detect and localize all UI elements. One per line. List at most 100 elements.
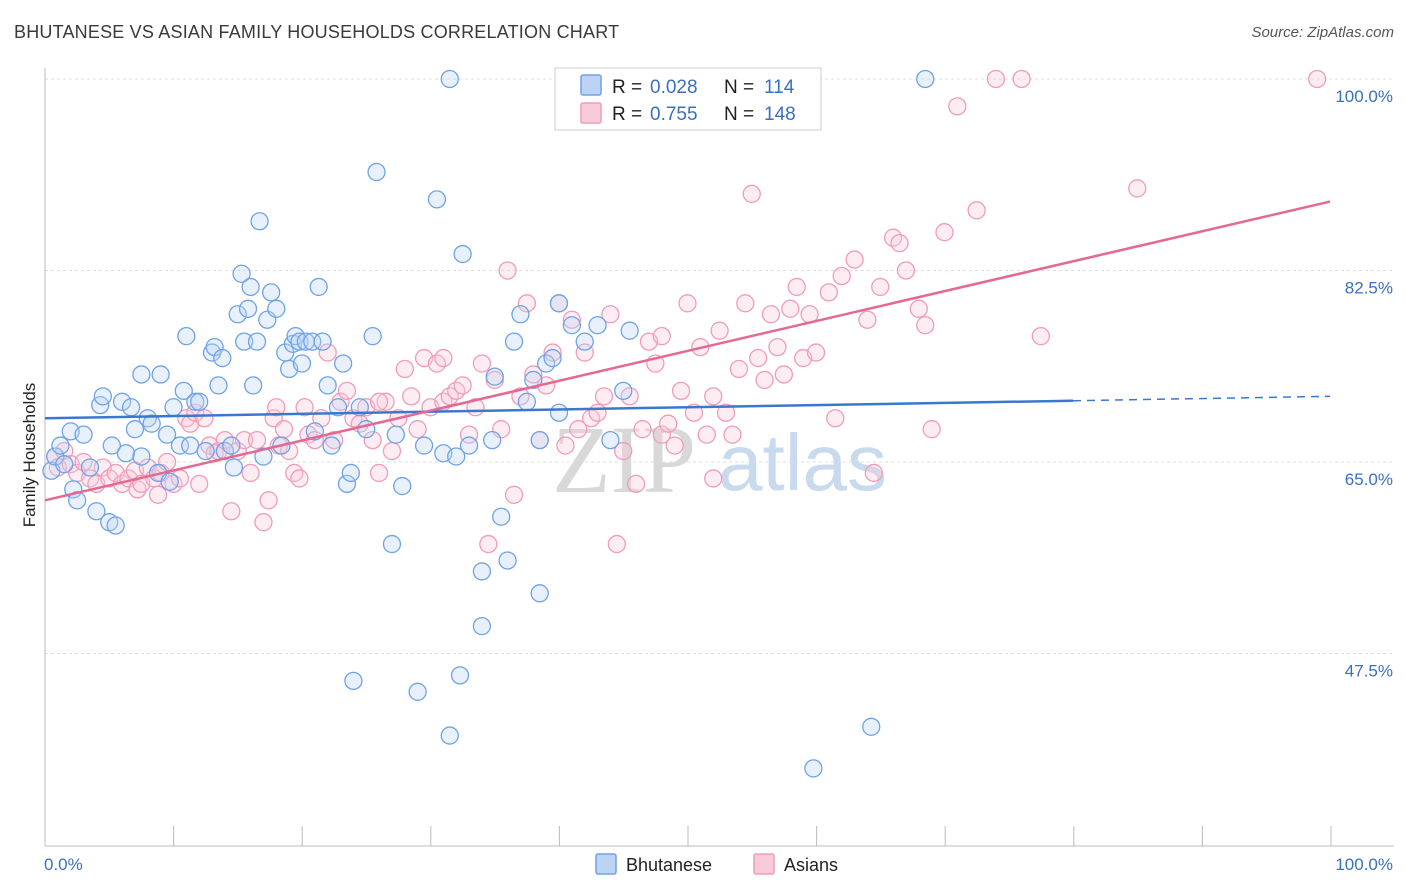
bottom-legend-swatch-asians[interactable] <box>753 853 775 875</box>
asians-point-130 <box>858 310 877 329</box>
bhutanese-point-8 <box>80 458 100 477</box>
bhutanese-point-81 <box>414 436 434 455</box>
bhutanese-point-67 <box>322 436 341 455</box>
asians-point-109 <box>704 469 723 488</box>
bhutanese-point-79 <box>393 476 412 496</box>
asians-point-70 <box>453 376 472 395</box>
asians-point-58 <box>376 392 395 411</box>
asians-point-38 <box>259 491 278 510</box>
asians-point-74 <box>479 534 498 554</box>
asians-point-135 <box>909 299 928 318</box>
bhutanese-point-38 <box>213 348 232 368</box>
bhutanese-point-65 <box>313 332 332 351</box>
legend-n-value-asians: 148 <box>764 104 796 125</box>
bhutanese-point-26 <box>160 472 179 491</box>
asians-point-32 <box>222 502 241 521</box>
bhutanese-point-17 <box>121 398 141 417</box>
bhutanese-point-104 <box>549 403 569 422</box>
asians-point-59 <box>382 441 402 461</box>
bhutanese-point-100 <box>530 584 549 603</box>
bhutanese-point-16 <box>116 444 136 463</box>
bhutanese-point-90 <box>472 616 492 636</box>
asians-point-26 <box>190 474 209 494</box>
bhutanese-point-103 <box>543 348 562 368</box>
asians-point-84 <box>543 343 562 362</box>
bhutanese-point-7 <box>74 425 93 444</box>
bhutanese-point-19 <box>132 447 151 466</box>
bhutanese-point-42 <box>228 305 247 324</box>
bhutanese-point-94 <box>492 507 511 526</box>
asians-point-147 <box>369 392 389 411</box>
asians-point-115 <box>742 184 761 204</box>
legend-r-value-bhutanese: 0.028 <box>650 77 698 98</box>
bhutanese-point-84 <box>440 726 459 745</box>
bhutanese-point-95 <box>498 551 517 570</box>
gridlines <box>45 78 1394 654</box>
bottom-legend-swatch-bhutanese[interactable] <box>595 853 617 875</box>
bhutanese-point-72 <box>344 671 363 691</box>
bhutanese-point-88 <box>453 244 472 264</box>
bhutanese-point-15 <box>112 392 132 411</box>
series-bhutanese <box>42 69 935 778</box>
bottom-legend-label-bhutanese[interactable]: Bhutanese <box>626 855 712 875</box>
asians-point-148 <box>267 398 286 417</box>
bhutanese-point-75 <box>363 327 382 346</box>
asians-point-101 <box>652 425 671 444</box>
asians-point-142 <box>1012 69 1031 89</box>
bhutanese-point-101 <box>530 430 549 450</box>
bottom-legend-label-asians[interactable]: Asians <box>784 855 838 875</box>
asians-point-36 <box>247 430 267 450</box>
legend-r-label-1: R = <box>612 77 642 98</box>
bhutanese-point-59 <box>290 332 309 351</box>
asians-point-143 <box>1128 179 1147 198</box>
asians-point-92 <box>594 387 614 406</box>
asians-point-140 <box>967 201 986 220</box>
x-axis-ticks <box>173 826 1332 846</box>
y-tick-label-2: 65.0% <box>1345 470 1393 489</box>
asians-point-73 <box>472 354 492 373</box>
asians-point-108 <box>697 425 716 444</box>
asians-point-118 <box>761 305 781 324</box>
y-tick-label-3: 47.5% <box>1345 662 1393 681</box>
bhutanese-point-45 <box>238 299 258 318</box>
asians-point-126 <box>819 283 838 302</box>
legend-r-value-asians: 0.755 <box>650 104 698 125</box>
asians-point-145 <box>1031 327 1051 346</box>
bhutanese-point-41 <box>224 458 244 477</box>
y-tick-label-1: 82.5% <box>1345 279 1393 298</box>
bhutanese-point-69 <box>333 354 353 373</box>
bhutanese-point-27 <box>164 398 183 417</box>
bhutanese-point-109 <box>601 430 620 450</box>
asians-point-49 <box>318 343 337 362</box>
asians-point-132 <box>871 277 890 297</box>
bhutanese-point-11 <box>93 387 112 406</box>
bhutanese-point-99 <box>524 370 543 390</box>
asians-point-125 <box>806 343 826 362</box>
bhutanese-point-34 <box>196 441 215 461</box>
bhutanese-point-64 <box>309 277 328 297</box>
asians-point-62 <box>402 387 421 406</box>
asians-point-37 <box>254 513 273 532</box>
bhutanese-point-76 <box>367 162 386 182</box>
legend-swatch-bhutanese <box>580 74 602 96</box>
trend-line-bhutanese <box>44 399 1074 420</box>
asians-point-27 <box>195 409 214 428</box>
asians-point-88 <box>569 420 588 439</box>
bhutanese-point-108 <box>588 316 607 335</box>
bhutanese-point-43 <box>232 264 251 283</box>
asians-point-78 <box>504 485 524 504</box>
bhutanese-point-37 <box>209 376 228 395</box>
asians-point-122 <box>787 277 806 297</box>
bhutanese-point-91 <box>472 562 492 581</box>
asians-point-102 <box>659 414 678 433</box>
asians-point-131 <box>864 463 883 483</box>
asians-point-18 <box>148 485 168 504</box>
bhutanese-point-52 <box>262 283 281 302</box>
bhutanese-point-33 <box>190 392 209 411</box>
bhutanese-point-53 <box>267 299 286 318</box>
asians-point-105 <box>678 294 697 313</box>
bhutanese-point-93 <box>485 367 504 386</box>
bhutanese-point-40 <box>222 436 241 455</box>
bhutanese-point-13 <box>102 436 121 455</box>
chart-title: BHUTANESE VS ASIAN FAMILY HOUSEHOLDS COR… <box>14 22 620 42</box>
